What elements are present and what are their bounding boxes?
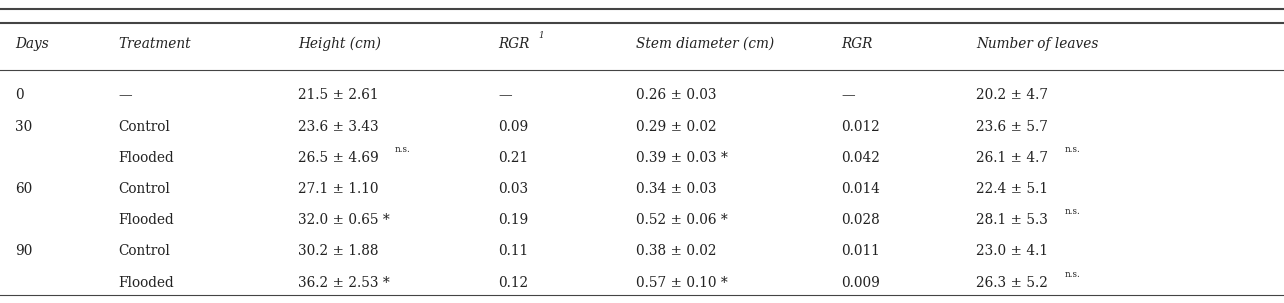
Text: Control: Control (118, 245, 169, 258)
Text: 23.6 ± 5.7: 23.6 ± 5.7 (976, 120, 1048, 134)
Text: 26.1 ± 4.7: 26.1 ± 4.7 (976, 151, 1048, 165)
Text: Control: Control (118, 182, 169, 196)
Text: 0.09: 0.09 (498, 120, 529, 134)
Text: —: — (841, 88, 855, 102)
Text: 26.3 ± 5.2: 26.3 ± 5.2 (976, 276, 1048, 290)
Text: 90: 90 (15, 245, 33, 258)
Text: 32.0 ± 0.65 *: 32.0 ± 0.65 * (298, 213, 389, 227)
Text: —: — (118, 88, 132, 102)
Text: Control: Control (118, 120, 169, 134)
Text: 28.1 ± 5.3: 28.1 ± 5.3 (976, 213, 1048, 227)
Text: —: — (498, 88, 512, 102)
Text: 30.2 ± 1.88: 30.2 ± 1.88 (298, 245, 379, 258)
Text: Treatment: Treatment (118, 37, 191, 51)
Text: 0.39 ± 0.03 *: 0.39 ± 0.03 * (636, 151, 728, 165)
Text: Flooded: Flooded (118, 151, 173, 165)
Text: 0.21: 0.21 (498, 151, 528, 165)
Text: RGR: RGR (841, 37, 872, 51)
Text: 0.028: 0.028 (841, 213, 880, 227)
Text: 0.03: 0.03 (498, 182, 528, 196)
Text: 0.042: 0.042 (841, 151, 880, 165)
Text: 22.4 ± 5.1: 22.4 ± 5.1 (976, 182, 1048, 196)
Text: 0.12: 0.12 (498, 276, 528, 290)
Text: 26.5 ± 4.69: 26.5 ± 4.69 (298, 151, 379, 165)
Text: Flooded: Flooded (118, 213, 173, 227)
Text: n.s.: n.s. (1064, 145, 1080, 154)
Text: 0.38 ± 0.02: 0.38 ± 0.02 (636, 245, 716, 258)
Text: n.s.: n.s. (395, 145, 411, 154)
Text: 23.6 ± 3.43: 23.6 ± 3.43 (298, 120, 379, 134)
Text: Height (cm): Height (cm) (298, 37, 381, 51)
Text: 60: 60 (15, 182, 32, 196)
Text: Days: Days (15, 37, 49, 51)
Text: 0.19: 0.19 (498, 213, 529, 227)
Text: 0.014: 0.014 (841, 182, 880, 196)
Text: 0.26 ± 0.03: 0.26 ± 0.03 (636, 88, 716, 102)
Text: 23.0 ± 4.1: 23.0 ± 4.1 (976, 245, 1048, 258)
Text: 0: 0 (15, 88, 24, 102)
Text: Stem diameter (cm): Stem diameter (cm) (636, 37, 774, 51)
Text: 0.11: 0.11 (498, 245, 528, 258)
Text: n.s.: n.s. (1064, 207, 1080, 216)
Text: 0.011: 0.011 (841, 245, 880, 258)
Text: 36.2 ± 2.53 *: 36.2 ± 2.53 * (298, 276, 389, 290)
Text: Number of leaves: Number of leaves (976, 37, 1098, 51)
Text: 0.57 ± 0.10 *: 0.57 ± 0.10 * (636, 276, 727, 290)
Text: 27.1 ± 1.10: 27.1 ± 1.10 (298, 182, 379, 196)
Text: 1: 1 (538, 31, 543, 40)
Text: 0.34 ± 0.03: 0.34 ± 0.03 (636, 182, 716, 196)
Text: 0.009: 0.009 (841, 276, 880, 290)
Text: 0.29 ± 0.02: 0.29 ± 0.02 (636, 120, 716, 134)
Text: 20.2 ± 4.7: 20.2 ± 4.7 (976, 88, 1048, 102)
Text: 0.52 ± 0.06 *: 0.52 ± 0.06 * (636, 213, 727, 227)
Text: 0.012: 0.012 (841, 120, 880, 134)
Text: RGR: RGR (498, 37, 529, 51)
Text: 21.5 ± 2.61: 21.5 ± 2.61 (298, 88, 379, 102)
Text: 30: 30 (15, 120, 32, 134)
Text: n.s.: n.s. (1064, 270, 1080, 279)
Text: Flooded: Flooded (118, 276, 173, 290)
